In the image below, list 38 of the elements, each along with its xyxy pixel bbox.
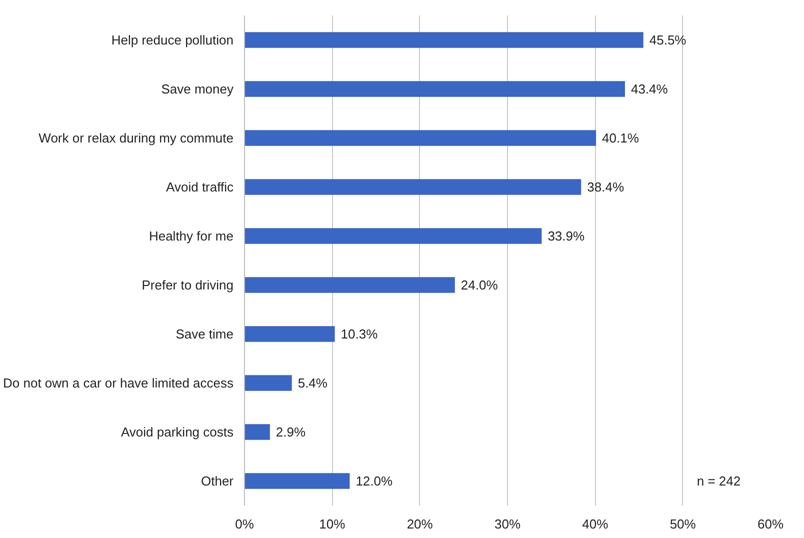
data-label: 10.3%	[340, 326, 378, 342]
bar	[244, 130, 596, 146]
bar	[244, 326, 335, 342]
y-tick-label: Avoid parking costs	[121, 424, 234, 440]
data-label: 38.4%	[587, 180, 624, 194]
bar	[244, 81, 625, 97]
x-tick-label: 50%	[670, 516, 696, 532]
y-tick-label: Healthy for me	[148, 228, 234, 244]
annotation: n = 242	[696, 474, 741, 488]
data-label: 43.4%	[630, 82, 668, 96]
bar	[244, 179, 582, 195]
y-tick-label: Do not own a car or have limited access	[3, 376, 234, 390]
data-label: 2.9%	[276, 424, 306, 440]
y-tick-label: Avoid traffic	[166, 180, 234, 194]
bar	[244, 473, 350, 489]
data-label: 33.9%	[548, 228, 585, 244]
y-tick-label: Work or relax during my commute	[38, 130, 234, 146]
x-tick-label: 10%	[319, 516, 346, 532]
data-label: 5.4%	[298, 376, 328, 390]
y-tick-label: Prefer to driving	[142, 278, 234, 292]
y-tick-label: Other	[200, 474, 234, 488]
bar	[244, 277, 455, 293]
x-tick-label: 40%	[582, 516, 609, 532]
y-tick-label: Help reduce pollution	[111, 32, 234, 48]
x-tick-label: 0%	[235, 516, 254, 532]
x-tick-label: 30%	[494, 516, 521, 532]
data-label: 45.5%	[649, 32, 687, 48]
x-tick-label: 60%	[757, 516, 784, 532]
data-label: 40.1%	[602, 130, 640, 146]
y-tick-label: Save time	[176, 326, 234, 342]
x-tick-label: 20%	[406, 516, 434, 532]
bar	[244, 375, 292, 391]
bar	[244, 32, 644, 48]
data-label: 24.0%	[460, 278, 498, 292]
bar	[244, 228, 542, 244]
bar	[244, 424, 270, 440]
y-tick-label: Save money	[161, 82, 234, 96]
data-label: 12.0%	[356, 474, 393, 488]
